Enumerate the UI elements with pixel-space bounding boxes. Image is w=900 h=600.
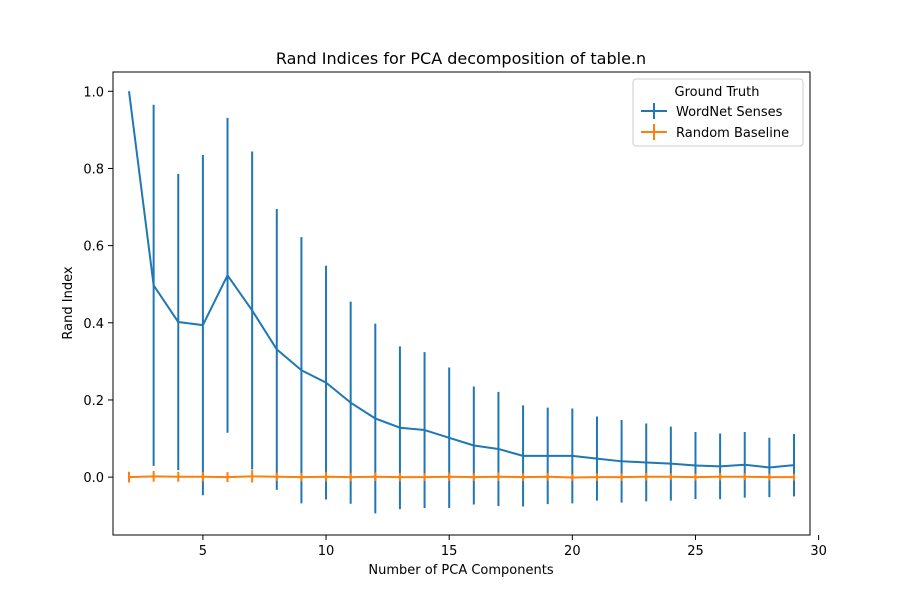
- x-tick-label: 10: [318, 544, 335, 559]
- legend-label-wordnet: WordNet Senses: [676, 105, 783, 120]
- x-axis: 5 10 15 20 25 30: [199, 535, 827, 559]
- x-tick-label: 20: [564, 544, 581, 559]
- legend-entry-wordnet: WordNet Senses: [641, 103, 783, 120]
- x-tick-label: 15: [441, 544, 458, 559]
- legend-label-random: Random Baseline: [676, 126, 789, 141]
- series-random-baseline: [128, 470, 795, 483]
- series-line: [128, 475, 794, 479]
- series-line: [128, 91, 795, 469]
- x-tick-label: 5: [199, 544, 207, 559]
- y-tick-label: 0.2: [83, 394, 104, 409]
- y-tick-label: 0.8: [83, 162, 104, 177]
- legend: Ground Truth WordNet Senses Random Basel…: [632, 78, 804, 147]
- chart-title: Rand Indices for PCA decomposition of ta…: [276, 49, 646, 68]
- legend-title: Ground Truth: [675, 85, 760, 100]
- y-tick-label: 0.0: [83, 471, 104, 486]
- legend-entry-random: Random Baseline: [641, 124, 789, 141]
- y-axis-label: Rand Index: [61, 266, 76, 339]
- y-tick-label: 1.0: [83, 85, 104, 100]
- y-axis: 0.0 0.2 0.4 0.6 0.8 1.0: [83, 85, 113, 486]
- y-tick-label: 0.4: [83, 317, 104, 332]
- legend-box: [632, 78, 804, 147]
- x-axis-label: Number of PCA Components: [368, 563, 553, 578]
- plot-frame: [112, 71, 811, 536]
- plot-marks: [128, 91, 795, 514]
- x-tick-label: 25: [687, 544, 704, 559]
- series-wordnet-senses: [128, 91, 795, 514]
- y-tick-label: 0.6: [83, 240, 104, 255]
- x-tick-label: 30: [810, 544, 827, 559]
